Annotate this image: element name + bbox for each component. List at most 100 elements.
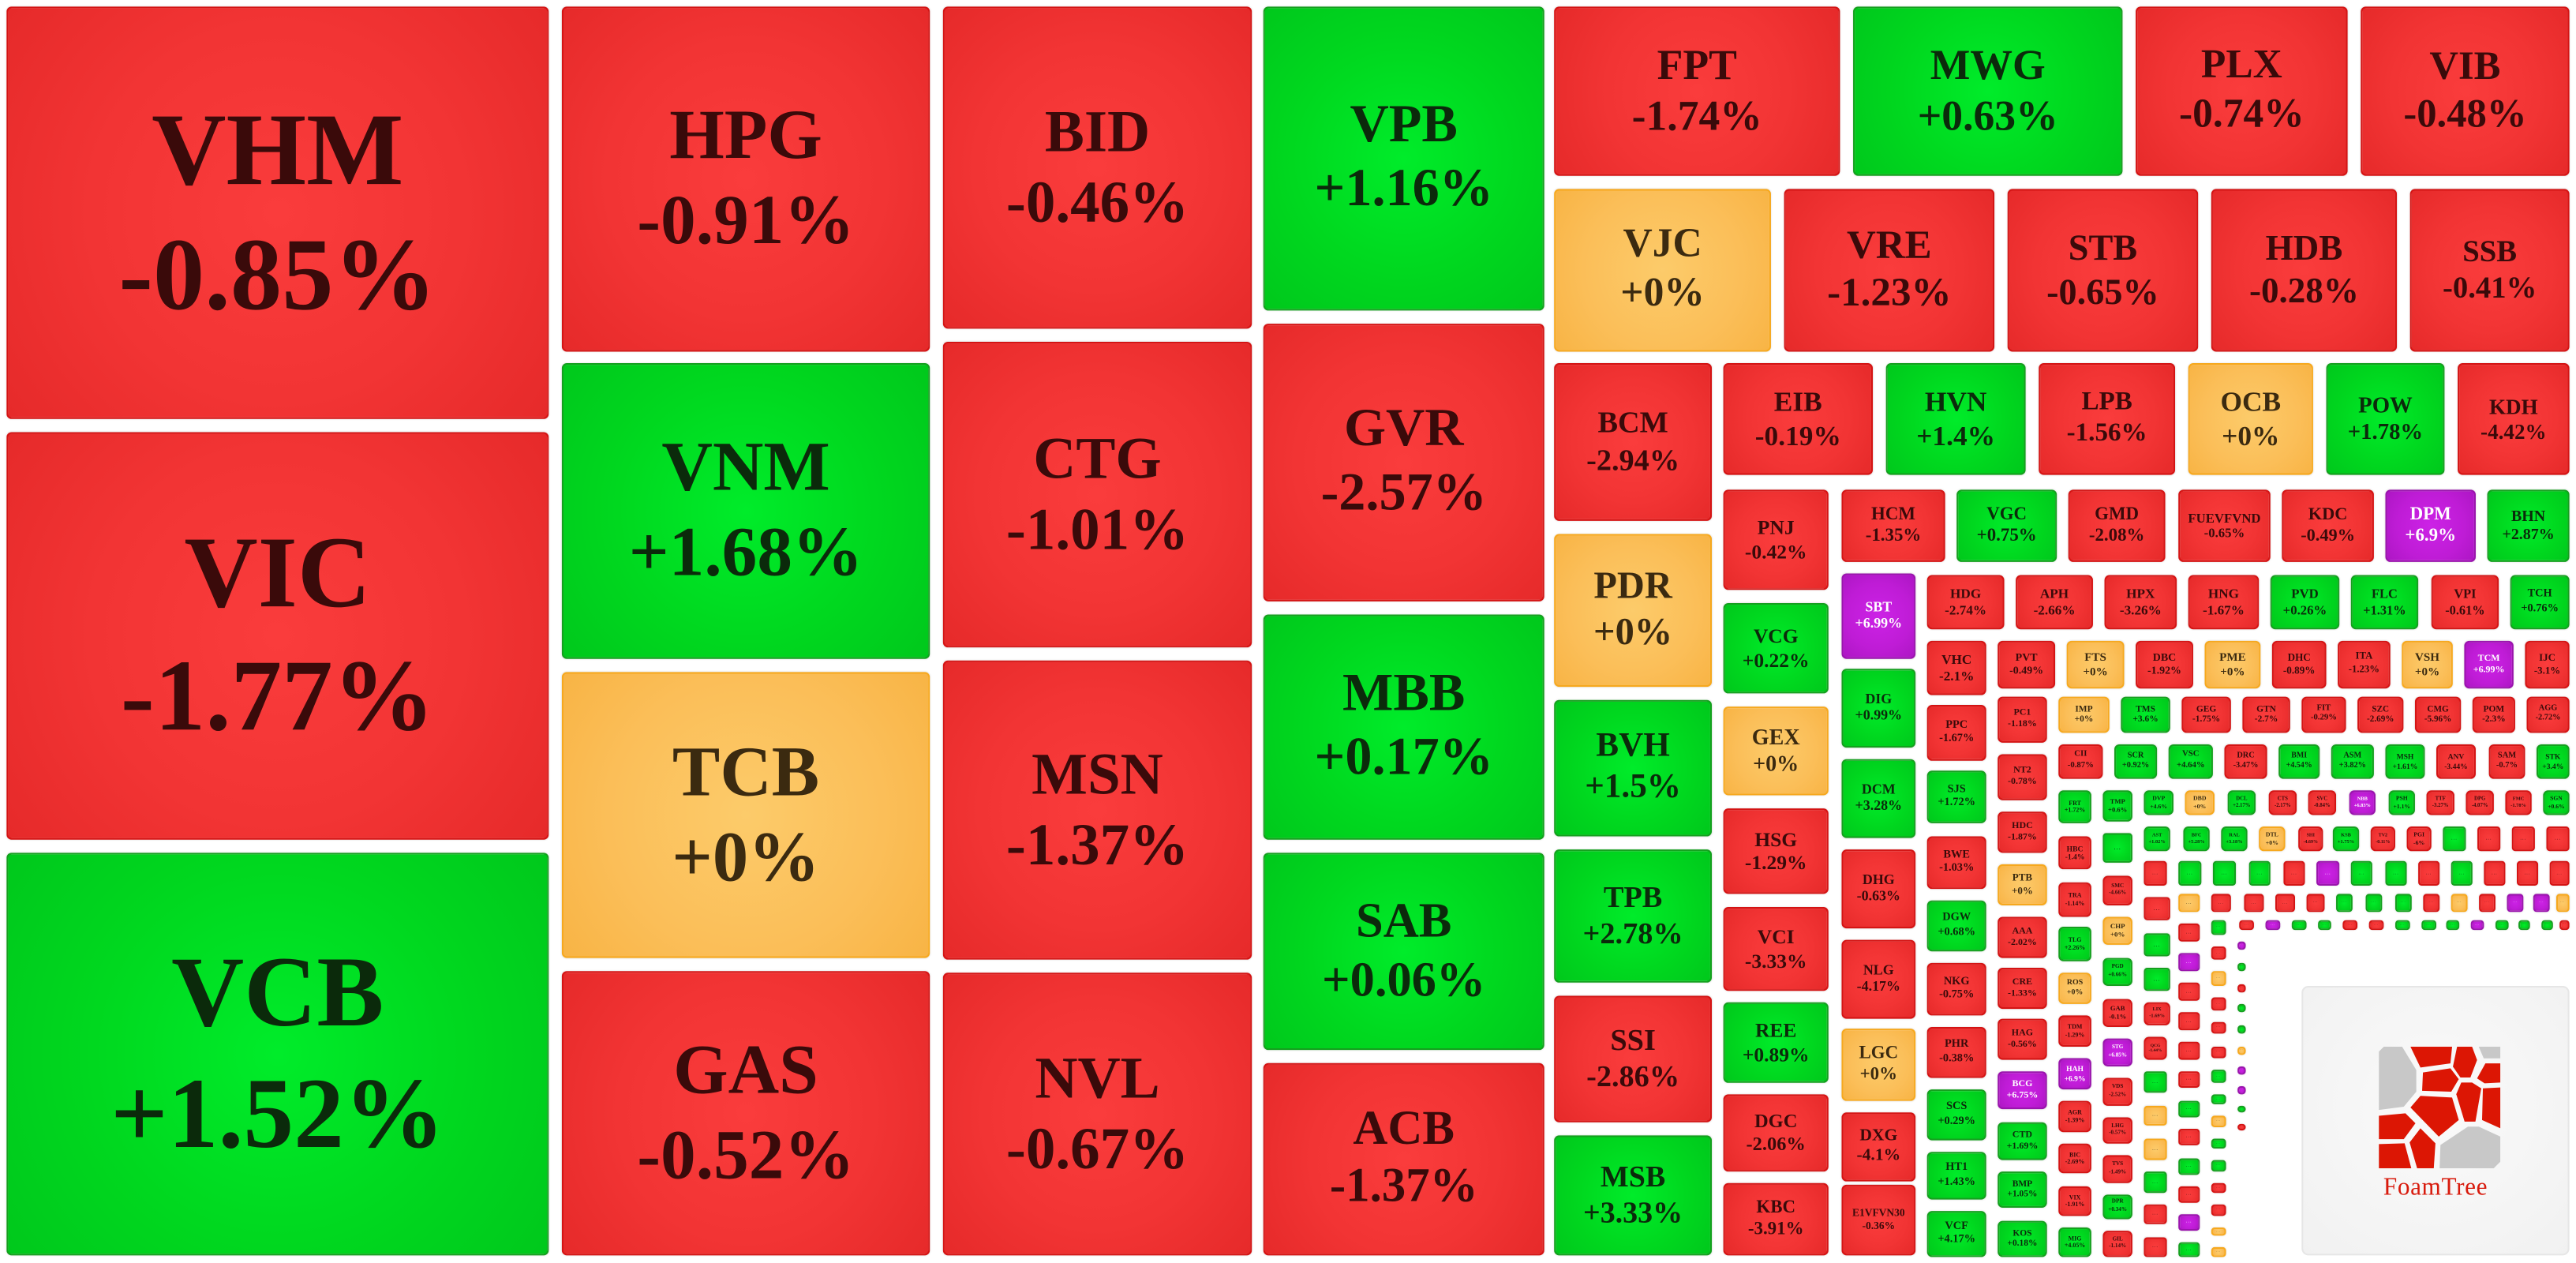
stock-tile-gab[interactable]: GAB -0.1% (2102, 999, 2132, 1027)
collapsed-stock-tile[interactable]: ... (2316, 860, 2340, 886)
stock-tile-hng[interactable]: HNG -1.67% (2188, 575, 2260, 630)
stock-tile-svc[interactable]: SVC -0.84% (2308, 790, 2337, 815)
collapsed-stock-tile[interactable]: ... (2248, 860, 2271, 886)
stock-tile-acb[interactable]: ACB -1.37% (1263, 1062, 1544, 1256)
collapsed-stock-tile[interactable]: ... (2443, 826, 2466, 852)
stock-tile-gtn[interactable]: GTN -2.7% (2242, 696, 2290, 733)
stock-tile-drc[interactable]: DRC -3.47% (2224, 744, 2267, 779)
stock-tile-ctg[interactable]: CTG -1.01% (942, 341, 1252, 648)
stock-tile-cre[interactable]: CRE -1.33% (1998, 968, 2047, 1010)
collapsed-stock-tile[interactable]: ... (2495, 920, 2509, 931)
collapsed-stock-tile[interactable]: ... (2144, 1171, 2167, 1194)
stock-tile-sab[interactable]: SAB +0.06% (1263, 853, 1544, 1051)
stock-tile-tdm[interactable]: TDM -1.29% (2058, 1015, 2091, 1047)
collapsed-stock-tile[interactable]: ... (2102, 833, 2132, 863)
stock-tile-vsc[interactable]: VSC +4.64% (2168, 744, 2213, 779)
stock-tile-bid[interactable]: BID -0.46% (942, 6, 1252, 329)
stock-tile-dpg[interactable]: DPG -4.07% (2466, 790, 2494, 815)
collapsed-stock-tile[interactable]: ... (2244, 894, 2264, 913)
stock-tile-smc[interactable]: SMC -4.66% (2102, 875, 2132, 905)
stock-tile-nkg[interactable]: NKG -0.75% (1926, 962, 1986, 1016)
foamtree-logo-panel[interactable]: FoamTree (2301, 985, 2570, 1256)
collapsed-stock-tile[interactable]: ... (2517, 860, 2539, 886)
collapsed-stock-tile[interactable]: ... (2559, 920, 2570, 931)
stock-tile-vcg[interactable]: VCG +0.22% (1723, 602, 1829, 694)
stock-tile-vib[interactable]: VIB -0.48% (2361, 6, 2570, 176)
stock-tile-imp[interactable]: IMP +0% (2058, 696, 2110, 733)
collapsed-stock-tile[interactable]: ... (2275, 894, 2295, 913)
stock-tile-plx[interactable]: PLX -0.74% (2136, 6, 2348, 176)
stock-tile-vnm[interactable]: VNM +1.68% (561, 363, 930, 659)
stock-tile-tv2[interactable]: TV2 -0.11% (2370, 826, 2395, 852)
stock-tile-vci[interactable]: VCI -3.33% (1723, 907, 1829, 991)
collapsed-stock-tile[interactable]: ... (2507, 894, 2524, 913)
collapsed-stock-tile[interactable]: ... (2318, 920, 2331, 931)
collapsed-stock-tile[interactable]: ... (2144, 968, 2170, 991)
stock-tile-hvn[interactable]: HVN +1.4% (1885, 363, 2026, 475)
collapsed-stock-tile[interactable]: ... (2178, 894, 2200, 913)
stock-tile-bmp[interactable]: BMP +1.05% (1998, 1171, 2047, 1208)
stock-tile-tcb[interactable]: TCB +0% (561, 672, 930, 958)
stock-tile-agr[interactable]: AGR -1.39% (2058, 1100, 2091, 1133)
collapsed-stock-tile[interactable]: ... (2237, 1085, 2246, 1095)
collapsed-stock-tile[interactable]: ... (2211, 1204, 2226, 1216)
stock-tile-pc1[interactable]: PC1 -1.18% (1998, 696, 2047, 743)
stock-tile-hbc[interactable]: HBC -1.4% (2058, 836, 2091, 870)
collapsed-stock-tile[interactable]: ... (2237, 1105, 2246, 1113)
stock-tile-vix[interactable]: VIX -1.91% (2058, 1186, 2091, 1216)
stock-tile-ros[interactable]: ROS +0% (2058, 973, 2091, 1004)
stock-tile-kdh[interactable]: KDH -4.42% (2458, 363, 2570, 475)
stock-tile-dcm[interactable]: DCM +3.28% (1841, 759, 1916, 838)
collapsed-stock-tile[interactable]: ... (2144, 1204, 2167, 1224)
collapsed-stock-tile[interactable]: ... (2237, 1066, 2246, 1075)
stock-tile-stg[interactable]: STG +6.85% (2102, 1038, 2132, 1066)
collapsed-stock-tile[interactable]: ... (2178, 1186, 2200, 1203)
stock-tile-bcg[interactable]: BCG +6.75% (1998, 1071, 2047, 1110)
collapsed-stock-tile[interactable]: ... (2144, 1237, 2167, 1257)
stock-tile-vpi[interactable]: VPI -0.61% (2431, 575, 2499, 630)
collapsed-stock-tile[interactable]: ... (2211, 1160, 2226, 1172)
stock-tile-fpt[interactable]: FPT -1.74% (1554, 6, 1840, 176)
stock-tile-flc[interactable]: FLC +1.31% (2350, 575, 2419, 630)
stock-tile-vhm[interactable]: VHM -0.85% (6, 6, 549, 419)
stock-tile-gex[interactable]: GEX +0% (1723, 706, 1829, 796)
collapsed-stock-tile[interactable]: ... (2237, 1003, 2246, 1013)
collapsed-stock-tile[interactable]: ... (2511, 826, 2535, 852)
stock-tile-ttf[interactable]: TTF -3.27% (2426, 790, 2454, 815)
stock-tile-pgd[interactable]: PGD +0.66% (2102, 958, 2132, 986)
stock-tile-sbt[interactable]: SBT +6.99% (1841, 573, 1916, 659)
stock-tile-e1vfvn30[interactable]: E1VFVN30 -0.36% (1841, 1184, 1916, 1256)
collapsed-stock-tile[interactable]: ... (2265, 920, 2281, 931)
stock-tile-sjs[interactable]: SJS +1.72% (1926, 770, 1986, 823)
stock-tile-kos[interactable]: KOS +0.18% (1998, 1220, 2047, 1257)
stock-tile-ctd[interactable]: CTD +1.69% (1998, 1122, 2047, 1160)
stock-tile-dtl[interactable]: DTL +0% (2259, 826, 2286, 852)
stock-tile-mbb[interactable]: MBB +0.17% (1263, 614, 1544, 840)
stock-tile-ral[interactable]: RAL +3.18% (2221, 826, 2248, 852)
stock-tile-dgc[interactable]: DGC -2.06% (1723, 1094, 1829, 1172)
stock-tile-ptb[interactable]: PTB +0% (1998, 864, 2047, 905)
collapsed-stock-tile[interactable]: ... (2237, 1123, 2246, 1131)
collapsed-stock-tile[interactable]: ... (2421, 920, 2437, 931)
collapsed-stock-tile[interactable]: ... (2178, 1242, 2200, 1257)
stock-tile-pom[interactable]: POM -2.3% (2472, 696, 2515, 733)
stock-tile-ast[interactable]: AST +1.02% (2144, 826, 2170, 852)
stock-tile-dbc[interactable]: DBC -1.92% (2136, 640, 2193, 689)
stock-tile-vic[interactable]: VIC -1.77% (6, 432, 549, 840)
collapsed-stock-tile[interactable]: ... (2211, 1138, 2226, 1149)
collapsed-stock-tile[interactable]: ... (2211, 997, 2226, 1011)
collapsed-stock-tile[interactable]: ... (2446, 920, 2460, 931)
collapsed-stock-tile[interactable]: ... (2211, 971, 2226, 986)
collapsed-stock-tile[interactable]: ... (2211, 1115, 2226, 1127)
stock-tile-stb[interactable]: STB -0.65% (2007, 189, 2199, 352)
stock-tile-bmi[interactable]: BMI +4.54% (2278, 744, 2320, 779)
collapsed-stock-tile[interactable]: ... (2144, 860, 2167, 886)
stock-tile-nt2[interactable]: NT2 -0.78% (1998, 754, 2047, 800)
collapsed-stock-tile[interactable]: ... (2178, 982, 2200, 1001)
stock-tile-dhc[interactable]: DHC -0.89% (2271, 640, 2327, 689)
stock-tile-msb[interactable]: MSB +3.33% (1554, 1135, 1713, 1256)
collapsed-stock-tile[interactable]: ... (2237, 1046, 2246, 1055)
collapsed-stock-tile[interactable]: ... (2336, 894, 2353, 913)
stock-tile-tms[interactable]: TMS +3.6% (2121, 696, 2170, 733)
stock-tile-lhg[interactable]: LHG -0.57% (2102, 1117, 2132, 1144)
